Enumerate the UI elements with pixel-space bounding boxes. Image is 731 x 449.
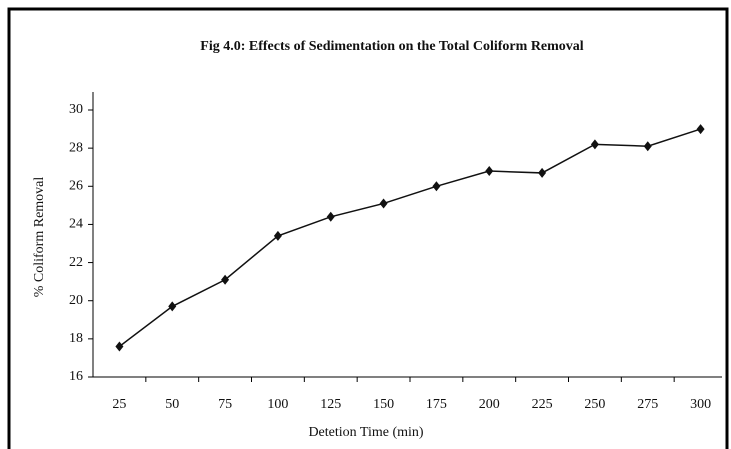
marker <box>115 341 124 352</box>
y-tick-label: 28 <box>69 140 83 155</box>
x-tick-label: 175 <box>426 397 447 412</box>
y-tick-label: 20 <box>69 293 83 308</box>
marker <box>379 198 388 209</box>
marker <box>643 141 652 152</box>
marker <box>590 139 599 150</box>
x-tick-label: 125 <box>320 397 341 412</box>
marker <box>273 230 282 241</box>
y-tick-label: 18 <box>69 331 83 346</box>
x-axis-label: Detetion Time (min) <box>308 425 423 440</box>
marker <box>432 181 441 192</box>
marker <box>485 166 494 177</box>
y-axis-label: % Coliform Removal <box>32 177 47 298</box>
marker <box>326 211 335 222</box>
x-tick-label: 25 <box>112 397 126 412</box>
x-tick-label: 200 <box>479 397 500 412</box>
x-tick-label: 100 <box>267 397 288 412</box>
x-tick-label: 150 <box>373 397 394 412</box>
y-tick-label: 26 <box>69 179 83 194</box>
frame <box>7 7 729 449</box>
x-tick-label: 50 <box>165 397 179 412</box>
x-tick-label: 250 <box>584 397 605 412</box>
y-tick-label: 24 <box>69 217 83 232</box>
y-tick-label: 30 <box>69 102 83 117</box>
marker <box>221 274 230 285</box>
chart-title: Fig 4.0: Effects of Sedimentation on the… <box>200 39 584 54</box>
x-tick-label: 75 <box>218 397 232 412</box>
x-tick-label: 300 <box>690 397 711 412</box>
marker <box>538 167 547 178</box>
series-line <box>118 128 701 348</box>
y-tick-label: 22 <box>69 255 83 270</box>
x-tick-label: 225 <box>532 397 553 412</box>
x-tick-label: 275 <box>637 397 658 412</box>
y-tick-label: 16 <box>69 369 83 384</box>
marker <box>168 301 177 312</box>
marker <box>696 124 705 135</box>
